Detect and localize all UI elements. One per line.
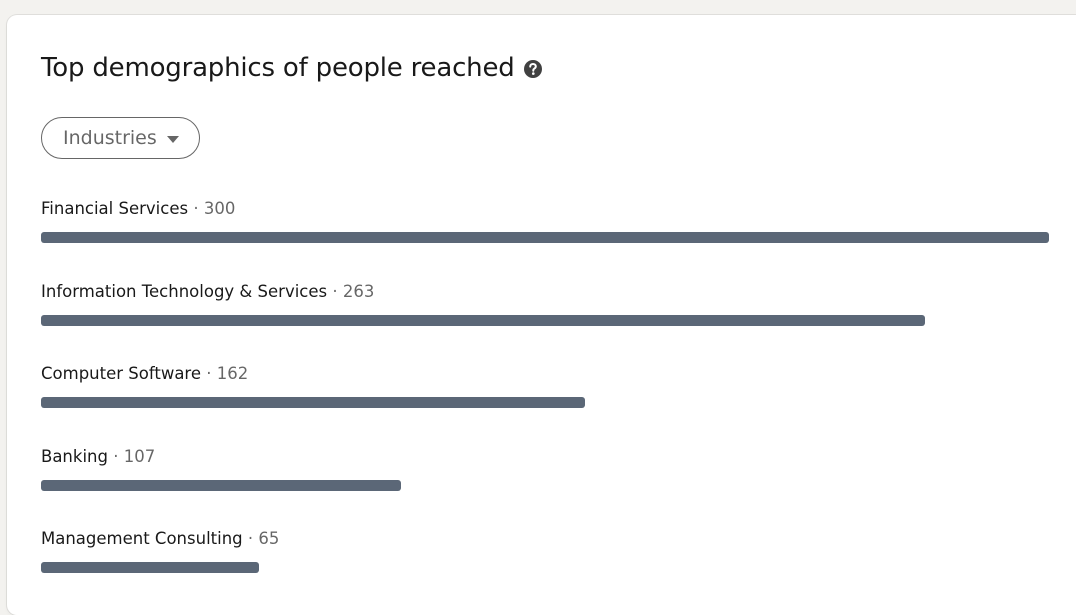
dropdown-label: Industries xyxy=(63,127,157,149)
bar xyxy=(41,314,925,326)
category-name: Financial Services xyxy=(41,199,189,218)
chart-row: Information Technology & Services · 263 xyxy=(41,278,1051,361)
category-value: 162 xyxy=(216,364,249,383)
bar-label: Information Technology & Services · 263 xyxy=(41,281,374,303)
demographics-card: Top demographics of people reached Indus… xyxy=(7,15,1076,615)
category-name: Banking xyxy=(41,446,108,466)
bar-track xyxy=(41,562,1049,573)
category-name: Management Consulting xyxy=(41,529,243,548)
bar xyxy=(41,232,1049,243)
category-value: 300 xyxy=(203,199,236,218)
bar-chart: Financial Services · 300 Information Tech… xyxy=(41,195,1051,608)
category-value: 107 xyxy=(123,446,156,466)
category-name: Computer Software xyxy=(41,364,202,383)
industries-dropdown[interactable]: Industries xyxy=(41,117,200,159)
chart-row: Banking · 107 xyxy=(41,443,1051,526)
category-value: 65 xyxy=(258,529,280,548)
bar-track xyxy=(41,479,1049,491)
chart-row: Management Consulting · 65 xyxy=(41,525,1051,608)
label-separator: · xyxy=(327,281,343,301)
title-row: Top demographics of people reached xyxy=(41,53,543,83)
card-title: Top demographics of people reached xyxy=(41,53,515,83)
bar-track xyxy=(41,232,1049,243)
chart-row: Financial Services · 300 xyxy=(41,195,1051,278)
bar-label: Banking · 107 xyxy=(41,446,155,468)
bar xyxy=(41,479,401,491)
bar xyxy=(41,397,585,408)
label-separator: · xyxy=(107,446,124,466)
label-separator: · xyxy=(242,529,259,548)
category-value: 263 xyxy=(342,281,375,301)
category-name: Information Technology & Services xyxy=(41,281,328,301)
bar xyxy=(41,562,259,573)
label-separator: · xyxy=(201,364,217,383)
bar-label: Management Consulting · 65 xyxy=(41,528,279,550)
bar-label: Financial Services · 300 xyxy=(41,198,235,220)
help-icon[interactable] xyxy=(523,59,543,79)
caret-down-icon xyxy=(166,135,179,143)
label-separator: · xyxy=(188,199,204,218)
bar-label: Computer Software · 162 xyxy=(41,363,248,385)
chart-row: Computer Software · 162 xyxy=(41,360,1051,443)
bar-track xyxy=(41,397,1049,408)
bar-track xyxy=(41,314,1049,326)
